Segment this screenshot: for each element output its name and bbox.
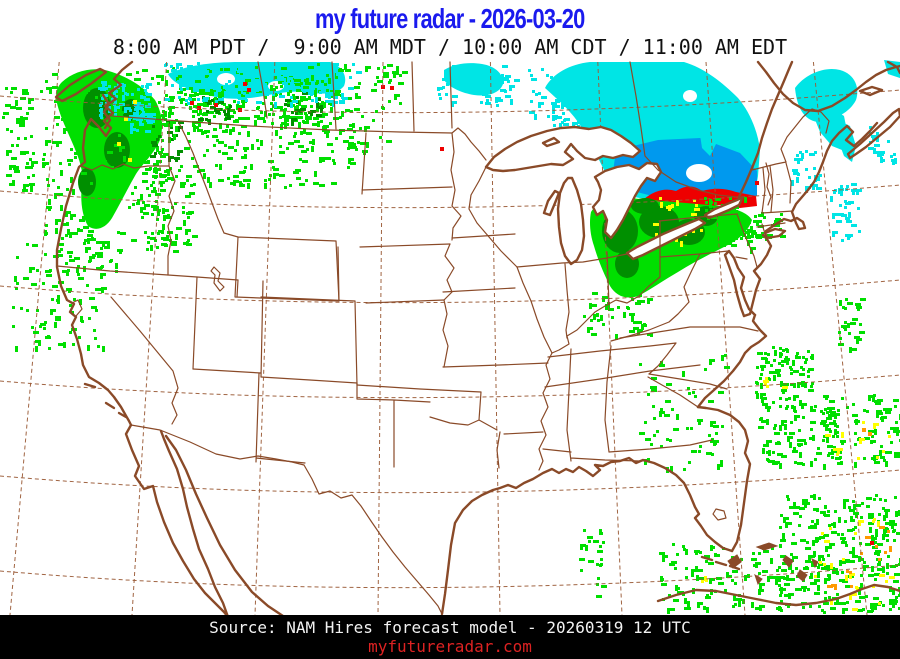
delmarva-new-jersey-coast [742,233,773,318]
great-salt-lake [210,266,225,292]
province-border-bc-ab [257,61,268,119]
southeast-atlantic-coast [696,313,768,409]
lake-okeechobee [712,508,727,521]
st-lawrence-river [737,60,794,199]
st-lawrence-north-shore [756,60,900,113]
green-bay [542,189,561,217]
province-border-mb-on [449,61,453,129]
gulf-of-california-mainland-coast [164,434,285,618]
timezone-times-label: 8:00 AM PDT / 9:00 AM MDT / 10:00 AM CDT… [112,35,788,59]
newfoundland-corner [886,60,900,75]
lake-huron-georgian-bay [591,161,663,240]
new-england-maine-coast [764,124,849,233]
vancouver-island-coast [54,67,108,103]
source-model-label: Source: NAM Hires forecast model - 20260… [209,618,691,637]
province-border-sk-mb [411,61,415,132]
province-border-on-qc [629,61,737,198]
bahamas-islands [727,542,819,586]
isle-royale [541,136,561,148]
gulf-coastline [440,456,734,616]
lake-champlain [765,162,772,206]
lake-superior [484,125,642,173]
baja-california-coast [124,423,230,619]
cuba-north-coast [656,583,900,607]
bay-of-fundy-new-brunswick [844,121,879,148]
nova-scotia [846,107,900,160]
prince-edward-island [858,85,884,97]
lake-michigan [556,176,586,266]
chesapeake-bay [723,249,757,318]
coastlines [54,60,900,619]
lake-erie [625,217,707,261]
page-title: my future radar - 2026-03-20 [315,3,585,34]
florida-east-coast [696,405,752,553]
footer-bar: Source: NAM Hires forecast model - 20260… [0,615,900,659]
website-link[interactable]: myfutureradar.com [368,637,532,656]
puget-sound [101,93,112,130]
channel-islands [83,382,128,419]
san-francisco-bay [71,299,83,317]
precip-speckles [2,62,900,614]
state-borders [56,61,830,615]
long-island [763,227,787,240]
province-border-ab-sk [331,61,337,130]
graticule-grid [0,61,900,616]
